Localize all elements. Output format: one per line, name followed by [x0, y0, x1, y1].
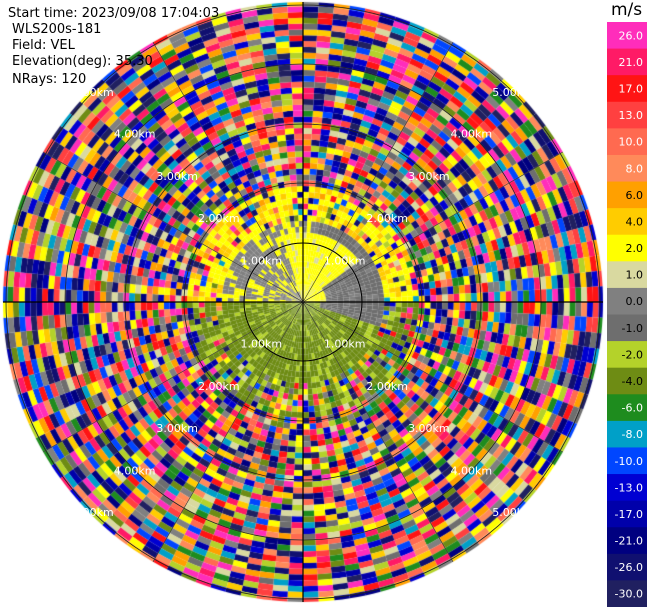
range-ring-label: 4.00km: [451, 128, 493, 141]
colorbar-tick-label: 17.0: [619, 82, 644, 95]
colorbar-tick-label: -21.0: [615, 535, 643, 548]
range-ring-label: 5.00km: [492, 86, 534, 99]
field-label: Field: VEL: [12, 38, 75, 53]
azimuth-line: [152, 42, 304, 303]
colorbar-tick-label: 8.0: [626, 162, 644, 175]
colorbar-swatch: [607, 580, 647, 607]
colorbar-tick-label: 1.0: [626, 269, 644, 282]
colorbar-swatch: [607, 48, 647, 76]
colorbar-swatch: [607, 341, 647, 369]
colorbar-swatch: [607, 367, 647, 395]
site-label: WLS200s-181: [12, 22, 102, 37]
colorbar-unit: m/s: [611, 0, 643, 20]
nrays-label: NRays: 120: [12, 72, 87, 87]
colorbar-tick-label: -1.0: [622, 322, 643, 335]
colorbar-swatch: [607, 287, 647, 315]
colorbar-swatch: [607, 154, 647, 183]
colorbar-swatch: [607, 394, 647, 422]
colorbar-tick-label: -17.0: [615, 508, 643, 521]
range-ring-label: 5.00km: [492, 506, 534, 519]
azimuth-line: [302, 301, 454, 562]
colorbar-tick-label: -10.0: [615, 455, 643, 468]
colorbar-tick-label: -30.0: [615, 588, 643, 601]
range-ring-label: 3.00km: [156, 422, 198, 435]
colorbar-swatch: [607, 314, 647, 342]
range-ring-label: 3.00km: [408, 170, 450, 183]
colorbar-swatch: [607, 22, 647, 50]
colorbar-tick-label: -26.0: [615, 561, 643, 574]
colorbar-swatch: [607, 474, 647, 502]
azimuth-line: [302, 151, 563, 303]
colorbar-swatch: [607, 128, 647, 156]
range-ring-label: 3.00km: [408, 422, 450, 435]
range-ring-label: 2.00km: [198, 212, 240, 225]
range-ring-label: 2.00km: [366, 380, 408, 393]
colorbar-swatch: [607, 553, 647, 581]
colorbar-tick-label: 0.0: [626, 295, 644, 308]
azimuth-line: [302, 42, 454, 303]
colorbar-tick-label: 13.0: [619, 109, 644, 122]
colorbar-tick-label: 6.0: [626, 189, 644, 202]
colorbar-swatch: [607, 261, 647, 289]
elevation-label: Elevation(deg): 35.30: [12, 54, 153, 69]
colorbar-swatch: [607, 500, 647, 528]
range-ring-label: 2.00km: [198, 380, 240, 393]
colorbar-tick-label: -8.0: [622, 428, 643, 441]
colorbar-swatch: [607, 208, 647, 236]
range-ring-label: 1.00km: [324, 254, 366, 267]
colorbar-tick-label: 10.0: [619, 136, 644, 149]
colorbar-swatch: [607, 234, 647, 262]
range-ring-label: 1.00km: [324, 338, 366, 351]
azimuth-line: [43, 301, 304, 453]
colorbar-tick-label: -13.0: [615, 481, 643, 494]
range-ring-label: 4.00km: [114, 464, 156, 477]
azimuth-line: [43, 151, 304, 303]
range-ring-label: 1.00km: [240, 338, 282, 351]
colorbar-tick-label: 4.0: [626, 215, 644, 228]
range-ring-label: 5.00km: [72, 506, 114, 519]
colorbar-swatch: [607, 447, 647, 475]
colorbar-swatch: [607, 101, 647, 129]
range-ring-label: 3.00km: [156, 170, 198, 183]
range-ring-label: 5.00km: [72, 86, 114, 99]
azimuth-line: [152, 301, 304, 562]
azimuth-line: [302, 301, 563, 453]
colorbar-swatch: [607, 181, 647, 209]
range-ring-label: 4.00km: [451, 464, 493, 477]
start-time-label: Start time: 2023/09/08 17:04:03: [8, 6, 220, 21]
colorbar-swatch: [607, 527, 647, 555]
range-ring-label: 1.00km: [240, 254, 282, 267]
colorbar-tick-label: -2.0: [622, 348, 643, 361]
colorbar-tick-label: 2.0: [626, 242, 644, 255]
colorbar-swatch: [607, 75, 647, 103]
colorbar-tick-label: -4.0: [622, 375, 643, 388]
velocity-colorbar: 26.0 21.0 17.0 13.0 10.0 8.0 6.0 4.0 2.0 1.0 0.0 -1…: [607, 22, 647, 607]
colorbar-swatch: [607, 420, 647, 448]
colorbar-tick-label: 26.0: [619, 29, 644, 42]
colorbar-tick-label: -6.0: [622, 402, 643, 415]
range-ring-label: 4.00km: [114, 128, 156, 141]
range-ring-label: 2.00km: [366, 212, 408, 225]
colorbar-tick-label: 21.0: [619, 56, 644, 69]
